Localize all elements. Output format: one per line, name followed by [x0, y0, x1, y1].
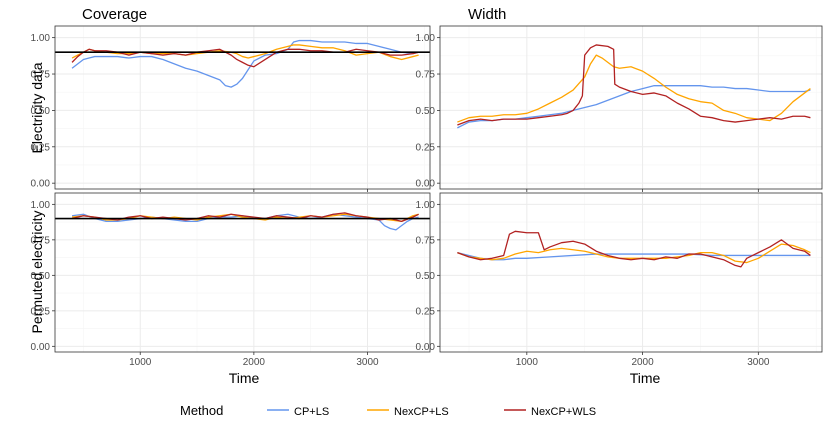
legend-label-nexcp-ls: NexCP+LS [394, 406, 449, 418]
panel-border [439, 192, 823, 353]
x-tick-label: 2000 [631, 357, 654, 368]
series-line-nexcp-ls [71, 44, 419, 61]
panel-title-coverage: Coverage [82, 6, 147, 23]
y-tick-label: 0.75 [31, 70, 51, 81]
series-line-nexcp-ls [457, 243, 811, 264]
x-tick-label: 3000 [356, 357, 379, 368]
y-tick-label: 0.25 [31, 306, 51, 317]
y-tick-label: 0.00 [416, 179, 436, 190]
x-axis-label-right: Time [630, 370, 661, 386]
panel-border [439, 25, 823, 190]
y-tick-label: 0.50 [416, 106, 436, 117]
row-label-electricity: Electricity data [29, 62, 45, 153]
panel-coverage-permuted: 0.00 0.25 0.50 0.75 1.00 1000 2000 3000 [31, 192, 431, 368]
panel-coverage-electricity: 0.00 0.25 0.50 0.75 1.00 [31, 25, 431, 192]
y-tick-label: 0.25 [416, 142, 436, 153]
y-tick-label: 0.25 [416, 306, 436, 317]
y-tick-label: 1.00 [31, 200, 51, 211]
panel-border [54, 192, 431, 353]
legend-label-nexcp-wls: NexCP+WLS [531, 406, 596, 418]
series-line-nexcp-ls [457, 54, 811, 123]
series-line-nexcp-wls [457, 230, 811, 268]
panel-title-width: Width [468, 6, 506, 23]
panel-background [55, 26, 430, 189]
x-tick-label: 3000 [747, 357, 770, 368]
y-tick-label: 0.00 [31, 342, 51, 353]
row-label-permuted: Permuted electricity [29, 211, 45, 334]
series-line-nexcp-wls [457, 44, 811, 126]
x-axis-label-left: Time [229, 370, 260, 386]
y-tick-label: 1.00 [416, 200, 436, 211]
legend-title: Method [180, 403, 223, 418]
y-tick-label: 0.75 [31, 235, 51, 246]
panels: 0.00 0.25 0.50 0.75 1.00 0.00 0.25 0.50 0.75 1.00… [31, 25, 823, 368]
y-tick-label: 0.50 [31, 271, 51, 282]
x-tick-label: 2000 [243, 357, 266, 368]
y-tick-label: 1.00 [416, 33, 436, 44]
x-tick-label: 1000 [516, 357, 539, 368]
panel-background [440, 193, 822, 352]
panel-width-electricity: 0.00 0.25 0.50 0.75 1.00 [416, 25, 823, 192]
y-tick-label: 0.75 [416, 235, 436, 246]
panel-width-permuted: 0.00 0.25 0.50 0.75 1.00 1000 2000 3000 [416, 192, 823, 368]
x-tick-label: 1000 [129, 357, 152, 368]
y-tick-label: 1.00 [31, 33, 51, 44]
y-tick-label: 0.50 [31, 106, 51, 117]
y-tick-label: 0.00 [31, 179, 51, 190]
y-tick-label: 0.50 [416, 271, 436, 282]
y-tick-label: 0.75 [416, 70, 436, 81]
legend-label-cp-ls: CP+LS [294, 406, 329, 418]
series-line-cp-ls [71, 39, 419, 88]
legend: Method CP+LS NexCP+LS NexCP+WLS [180, 403, 596, 418]
panel-background [440, 26, 822, 189]
panel-border [54, 25, 431, 190]
y-tick-label: 0.25 [31, 142, 51, 153]
series-line-nexcp-wls [71, 212, 419, 223]
y-tick-label: 0.00 [416, 342, 436, 353]
